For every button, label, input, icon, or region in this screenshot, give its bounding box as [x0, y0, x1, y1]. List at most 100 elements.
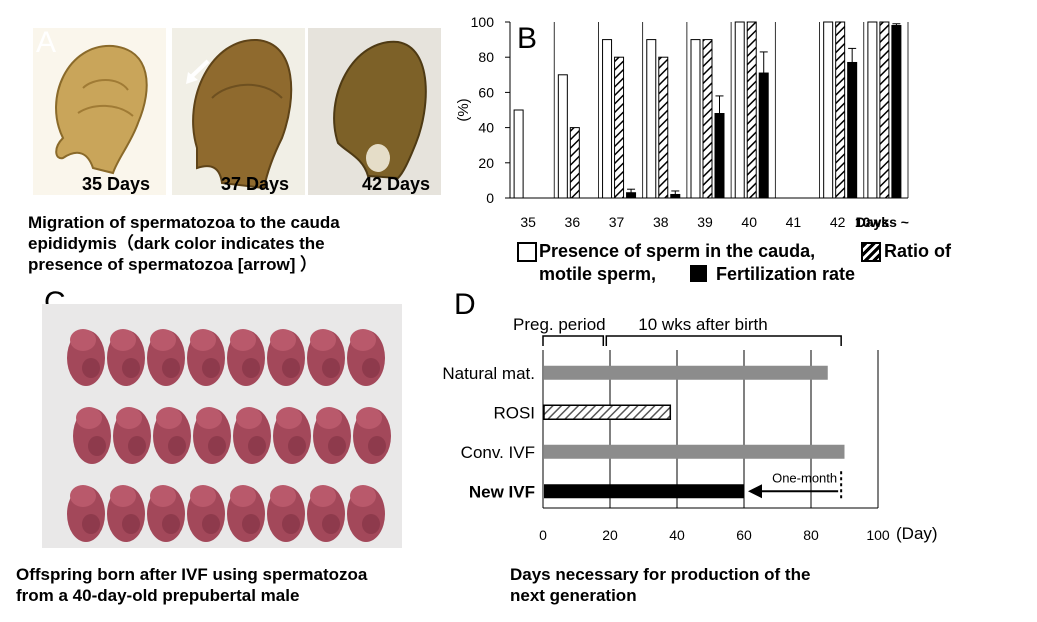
bar [746, 21, 757, 199]
bar [626, 192, 637, 199]
photo-label-37: 37 Days [221, 174, 290, 194]
pup [73, 407, 111, 464]
x-tick-label: 38 [653, 214, 669, 230]
pup [107, 485, 145, 542]
pup-head [356, 407, 382, 429]
epididymis-photo-42-days [308, 28, 441, 195]
bar [658, 56, 669, 199]
pup-leg [82, 358, 100, 378]
y-tick-label: 60 [478, 84, 494, 100]
panel-c-caption: Offspring born after IVF using spermatoz… [16, 564, 476, 606]
bar [544, 444, 845, 459]
pup-leg [362, 514, 380, 534]
pup-leg [168, 436, 186, 456]
y-tick-label: 80 [478, 49, 494, 65]
pup-head [230, 485, 256, 507]
legend-label-fertilization: Fertilization rate [716, 264, 856, 284]
pup-leg [322, 358, 340, 378]
x-tick-label: 60 [736, 527, 752, 543]
epididymis-photo-37-days [172, 28, 305, 195]
pup [227, 329, 265, 386]
bar [557, 74, 568, 199]
legend-label-ratio: Ratio of [884, 241, 951, 261]
y-tick-label: 100 [471, 14, 495, 30]
pup-leg [242, 358, 260, 378]
pup-head [196, 407, 222, 429]
pup-head [70, 485, 96, 507]
pup [153, 407, 191, 464]
epididymis-illustration [333, 40, 427, 180]
category-label: Natural mat. [442, 364, 535, 383]
bar [646, 39, 657, 199]
pup-leg [82, 514, 100, 534]
pup [307, 485, 345, 542]
pup [307, 329, 345, 386]
panel-a-caption: Migration of spermatozoa to the cauda ep… [28, 212, 448, 275]
pup-leg [362, 358, 380, 378]
panel-b-chart: 0 20 40 60 80 100 (%) 35 36 37 38 39 40 41 42 10wks ~Da… [455, 14, 909, 230]
offspring-illustration [67, 329, 391, 542]
after-birth-label: 10 wks after birth [638, 315, 767, 334]
y-axis-label: (%) [455, 98, 472, 121]
epididymis-photo-35-days [33, 28, 166, 195]
x-tick-label: 37 [609, 214, 625, 230]
pup [147, 485, 185, 542]
preg-period-label: Preg. period [513, 315, 606, 334]
panel-letter-a: A [36, 26, 57, 59]
pup-leg [122, 358, 140, 378]
pup-leg [242, 514, 260, 534]
pup-leg [248, 436, 266, 456]
pup-head [110, 329, 136, 351]
days-label: Days [856, 214, 890, 230]
x-tick-label: 40 [741, 214, 757, 230]
legend-swatch-white [517, 242, 537, 262]
bar [835, 21, 846, 199]
pup-leg [328, 436, 346, 456]
pup [267, 485, 305, 542]
category-label: New IVF [469, 482, 535, 501]
caption-line: from a 40-day-old prepubertal male [16, 586, 300, 605]
caption-line: Offspring born after IVF using spermatoz… [16, 565, 368, 584]
caption-line: next generation [510, 586, 637, 605]
pup-head [310, 329, 336, 351]
pup-head [270, 329, 296, 351]
epididymis-illustration [192, 38, 293, 190]
caption-line: epididymis（dark color indicates the [28, 234, 325, 253]
pup-head [350, 485, 376, 507]
y-tick-label: 0 [486, 190, 494, 206]
x-tick-label: 42 [830, 214, 846, 230]
after-birth-bracket [605, 335, 842, 346]
pup-head [230, 329, 256, 351]
pup-leg [368, 436, 386, 456]
pup-head [316, 407, 342, 429]
x-tick-label: 36 [565, 214, 581, 230]
pup-leg [122, 514, 140, 534]
pup-leg [282, 514, 300, 534]
x-unit-label: (Day) [896, 524, 938, 543]
bar [544, 484, 744, 499]
pup-leg [208, 436, 226, 456]
bar [847, 61, 858, 199]
x-tick-label: 0 [539, 527, 547, 543]
pup-head [116, 407, 142, 429]
y-tick-label: 40 [478, 120, 494, 136]
pup-head [236, 407, 262, 429]
panel-letter-b: B [517, 22, 538, 55]
x-tick-label: 40 [669, 527, 685, 543]
pup [353, 407, 391, 464]
x-tick-label: 35 [520, 214, 536, 230]
bar [823, 21, 834, 199]
pup-leg [162, 358, 180, 378]
caption-line: Migration of spermatozoa to the cauda [28, 213, 340, 232]
legend-label-presence: Presence of sperm in the cauda, [539, 241, 816, 261]
pup-head [70, 329, 96, 351]
one-month-label: One-month [772, 470, 837, 485]
x-tick-label: 39 [697, 214, 713, 230]
pup [227, 485, 265, 542]
arrow-head-icon [748, 484, 762, 499]
pup [67, 485, 105, 542]
pup-leg [202, 514, 220, 534]
pup [273, 407, 311, 464]
pup-head [156, 407, 182, 429]
epididymis-illustration [55, 44, 148, 175]
